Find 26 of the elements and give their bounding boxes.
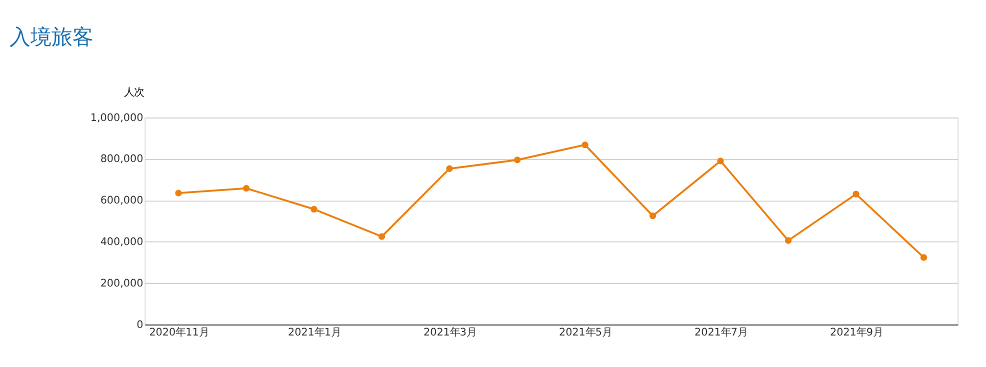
point xyxy=(784,237,792,244)
y-tick-label: 600,000 xyxy=(100,194,144,207)
x-tick-label: 2021年3月 xyxy=(423,326,476,338)
point xyxy=(378,233,386,240)
point xyxy=(920,254,928,261)
x-tick-label: 2021年5月 xyxy=(558,326,612,338)
y-tick-label: 1,000,000 xyxy=(90,112,144,124)
point xyxy=(582,141,588,148)
point xyxy=(514,156,521,164)
point xyxy=(717,158,724,164)
y-tick-label: 800,000 xyxy=(100,153,144,166)
point xyxy=(175,190,182,196)
y-tick-label: 0 xyxy=(136,318,144,331)
point xyxy=(852,190,860,198)
x-tick-label: 2020年11月 xyxy=(149,326,209,338)
x-tick-label: 2021年7月 xyxy=(694,326,748,338)
y-axis-title: 人次 xyxy=(124,86,144,98)
x-tick-label: 2021年1月 xyxy=(288,326,341,338)
chart-title: 入境旅客 xyxy=(9,24,94,49)
y-tick-label: 200,000 xyxy=(100,277,144,290)
x-tick-label: 2021年9月 xyxy=(830,326,883,338)
y-tick-label: 400,000 xyxy=(100,236,144,248)
point xyxy=(310,206,318,213)
point xyxy=(446,165,453,172)
point xyxy=(649,212,656,220)
point xyxy=(242,184,250,192)
